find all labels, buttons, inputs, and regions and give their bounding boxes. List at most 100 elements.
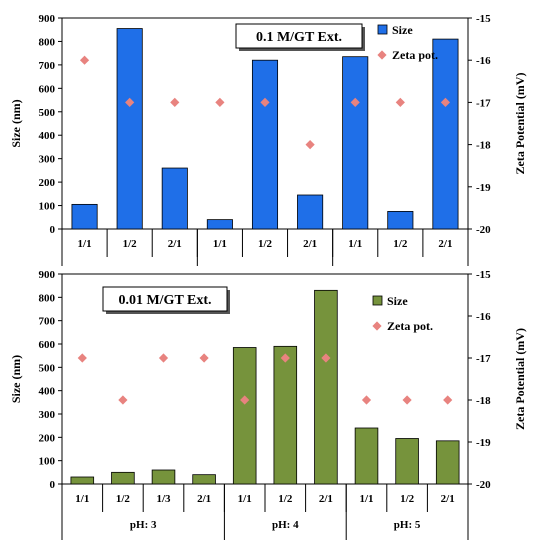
y2-tick-label: -15 <box>476 13 491 25</box>
category-label: 1/1 <box>213 238 227 250</box>
legend-label-size: Size <box>392 23 413 37</box>
bar <box>435 440 460 485</box>
y-axis-label: Size (nm) <box>9 99 23 147</box>
category-label: 1/2 <box>278 493 293 505</box>
zeta-point <box>260 97 270 107</box>
legend-swatch-size <box>377 24 388 35</box>
bar <box>432 38 459 230</box>
category-label: 2/1 <box>168 238 182 250</box>
y-tick-label: 300 <box>39 409 56 421</box>
zeta-point <box>77 353 87 363</box>
legend-label-size: Size <box>387 294 408 308</box>
bar <box>192 474 216 485</box>
y-tick-label: 700 <box>39 60 56 72</box>
category-label: 1/1 <box>359 493 373 505</box>
group-label: pH: 4 <box>272 519 299 531</box>
legend: Size Zeta pot. <box>372 294 433 333</box>
zeta-point <box>443 395 453 405</box>
legend-swatch-zeta <box>372 321 382 331</box>
bar <box>395 438 419 485</box>
legend: Size Zeta pot. <box>377 23 438 62</box>
y-tick-label: 100 <box>39 456 56 468</box>
zeta-point <box>361 395 372 405</box>
category-label: 2/1 <box>303 238 317 250</box>
bar <box>232 347 257 485</box>
y2-tick-label: -20 <box>476 479 491 491</box>
zeta-point <box>199 353 209 363</box>
annotation-box <box>235 23 363 49</box>
zeta-point <box>240 395 250 405</box>
category-label: 1/1 <box>348 238 362 250</box>
y2-tick-label: -17 <box>476 353 491 365</box>
category-label: 1/2 <box>400 493 415 505</box>
category-label: 1/2 <box>258 238 273 250</box>
legend-label-zeta: Zeta pot. <box>392 48 438 62</box>
y-tick-label: 200 <box>39 177 56 189</box>
y2-tick-label: -15 <box>476 269 491 281</box>
zeta-point <box>350 97 360 107</box>
y-tick-label: 800 <box>39 292 56 304</box>
zeta-point <box>79 55 90 65</box>
y-tick-label: 300 <box>39 154 56 166</box>
y-tick-label: 200 <box>39 432 56 444</box>
zeta-point <box>395 97 405 107</box>
y-tick-label: 700 <box>39 316 56 328</box>
bar <box>354 427 379 485</box>
legend-label-zeta: Zeta pot. <box>387 319 433 333</box>
zeta-point <box>280 353 290 363</box>
y-tick-label: 500 <box>39 362 56 374</box>
bar <box>161 167 188 230</box>
annotation-text: 0.1 M/GT Ext. <box>256 30 342 45</box>
y2-tick-label: -19 <box>476 437 491 449</box>
bar <box>314 289 338 485</box>
category-label: 2/1 <box>441 493 455 505</box>
category-label: 1/2 <box>123 238 138 250</box>
y2-tick-label: -16 <box>476 311 491 323</box>
y2-tick-label: -16 <box>476 55 491 67</box>
group-label: pH: 3 <box>130 519 157 531</box>
y-tick-label: 500 <box>39 107 56 119</box>
bar <box>251 59 279 230</box>
category-label: 1/2 <box>393 238 408 250</box>
chart-panel-1: 0 100 200 300 400 500 600 700 800 900 -20 -19 -18 -17… <box>9 13 527 266</box>
bar <box>297 194 324 230</box>
zeta-point <box>125 97 135 107</box>
bar <box>342 56 369 230</box>
category-label: 1/1 <box>75 493 89 505</box>
zeta-point <box>305 140 315 150</box>
zeta-point <box>321 353 331 363</box>
category-label: 2/1 <box>197 493 211 505</box>
y-tick-label: 0 <box>50 479 56 491</box>
y-tick-label: 900 <box>39 13 56 25</box>
y2-tick-label: -17 <box>476 97 491 109</box>
y2-axis-label: Zeta Potential (mV) <box>513 73 527 175</box>
category-label: 2/1 <box>319 493 333 505</box>
bar <box>70 476 95 485</box>
y-axis-label: Size (nm) <box>9 355 23 403</box>
category-label: 2/1 <box>438 238 452 250</box>
legend-swatch-zeta <box>377 50 387 60</box>
annotation-box <box>102 286 228 312</box>
y-tick-label: 900 <box>39 269 56 281</box>
bar <box>206 219 233 230</box>
y-tick-label: 0 <box>50 224 56 236</box>
bar <box>151 469 176 485</box>
category-label: 1/1 <box>78 238 92 250</box>
bar <box>111 471 135 485</box>
bar <box>273 345 298 485</box>
y-tick-label: 600 <box>39 339 56 351</box>
y2-tick-label: -20 <box>476 224 491 236</box>
chart-panel-2: 0 100 200 300 400 500 600 700 800 900 -20 -19 -18 -17… <box>9 269 527 540</box>
bar <box>387 211 414 230</box>
y2-tick-label: -18 <box>476 140 491 152</box>
y-tick-label: 400 <box>39 386 56 398</box>
zeta-point <box>215 97 225 107</box>
y2-tick-label: -18 <box>476 395 491 407</box>
group-label: pH: 5 <box>394 519 421 531</box>
y-tick-label: 100 <box>39 201 56 213</box>
zeta-point <box>402 395 412 405</box>
bar <box>116 28 143 230</box>
category-label: 1/2 <box>116 493 131 505</box>
legend-swatch-size <box>372 295 383 306</box>
